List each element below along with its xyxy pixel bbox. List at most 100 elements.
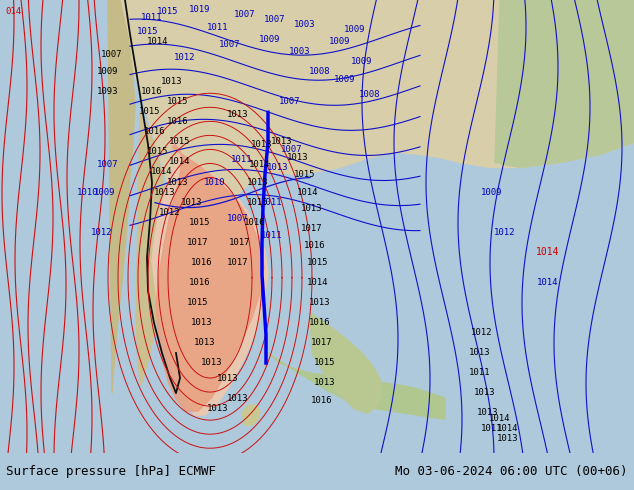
- Text: 1013: 1013: [217, 374, 239, 383]
- Text: 1014: 1014: [537, 278, 559, 287]
- Text: 1012: 1012: [159, 208, 181, 217]
- Text: 1013: 1013: [181, 197, 203, 207]
- Text: 1007: 1007: [281, 146, 303, 154]
- Text: 1014: 1014: [307, 278, 329, 287]
- Text: 014: 014: [5, 7, 21, 16]
- Text: 1014: 1014: [169, 157, 191, 167]
- Text: 1008: 1008: [309, 67, 331, 76]
- Text: 1015: 1015: [139, 107, 161, 116]
- Polygon shape: [108, 0, 135, 393]
- Text: 1013: 1013: [477, 408, 499, 417]
- Text: 1013: 1013: [287, 153, 309, 163]
- Text: 1013: 1013: [154, 188, 176, 196]
- Text: 1016: 1016: [167, 117, 189, 126]
- Text: 1009: 1009: [97, 67, 119, 76]
- Text: 1013: 1013: [194, 338, 216, 347]
- Text: 1013: 1013: [314, 378, 336, 387]
- Text: 1017: 1017: [230, 238, 251, 246]
- Text: 1015: 1015: [187, 298, 209, 307]
- Text: 1017: 1017: [311, 338, 333, 347]
- Text: 1011: 1011: [207, 23, 229, 32]
- Text: 1007: 1007: [279, 98, 301, 106]
- Text: 1093: 1093: [97, 87, 119, 96]
- Polygon shape: [156, 145, 264, 411]
- Text: 1013: 1013: [161, 77, 183, 86]
- Text: 1013: 1013: [227, 110, 249, 120]
- Polygon shape: [115, 0, 634, 224]
- Text: 1016: 1016: [191, 258, 213, 267]
- Text: 1008: 1008: [359, 90, 381, 99]
- Text: 1010: 1010: [204, 177, 226, 187]
- Text: 1013: 1013: [227, 394, 249, 403]
- Text: 1007: 1007: [101, 50, 123, 59]
- Text: 1016: 1016: [190, 278, 210, 287]
- Text: 1003: 1003: [289, 47, 311, 56]
- Text: 1011: 1011: [481, 424, 503, 433]
- Polygon shape: [152, 136, 268, 415]
- Text: 1011: 1011: [261, 197, 283, 207]
- Text: 1014: 1014: [536, 246, 560, 257]
- Polygon shape: [268, 353, 445, 419]
- Text: 1015: 1015: [247, 197, 269, 207]
- Text: 1016: 1016: [311, 396, 333, 405]
- Text: 1011: 1011: [261, 231, 283, 240]
- Text: 1015: 1015: [190, 218, 210, 226]
- Text: 1009: 1009: [259, 35, 281, 44]
- Text: 1015: 1015: [169, 137, 191, 147]
- Text: 1013: 1013: [201, 358, 223, 367]
- Text: 1007: 1007: [97, 160, 119, 170]
- Text: 1009: 1009: [329, 37, 351, 46]
- Text: 1017: 1017: [227, 258, 249, 267]
- Text: 1013: 1013: [191, 318, 213, 327]
- Text: 1014: 1014: [497, 424, 519, 433]
- Text: Surface pressure [hPa] ECMWF: Surface pressure [hPa] ECMWF: [6, 465, 216, 478]
- Text: 1012: 1012: [471, 328, 493, 337]
- Text: 1012: 1012: [174, 53, 196, 62]
- Text: 1019: 1019: [190, 5, 210, 14]
- Text: 1016: 1016: [244, 218, 266, 226]
- Text: 1009: 1009: [334, 75, 356, 84]
- Text: 1013: 1013: [271, 137, 293, 147]
- Text: 1014: 1014: [249, 160, 271, 170]
- Polygon shape: [310, 313, 382, 413]
- Text: 1013: 1013: [469, 348, 491, 357]
- Text: 1012: 1012: [91, 228, 113, 237]
- Text: 1016: 1016: [141, 87, 163, 96]
- Text: 1015: 1015: [307, 258, 329, 267]
- Text: 1015: 1015: [147, 147, 169, 156]
- Text: 1013: 1013: [309, 298, 331, 307]
- Text: 1009: 1009: [351, 57, 373, 66]
- Text: 1013: 1013: [207, 404, 229, 413]
- Text: 1009: 1009: [94, 188, 116, 196]
- Text: 1014: 1014: [489, 414, 511, 423]
- Text: 1003: 1003: [294, 20, 316, 29]
- Text: 1007: 1007: [219, 40, 241, 49]
- Text: 1011: 1011: [469, 368, 491, 377]
- Text: 1012: 1012: [495, 228, 515, 237]
- Text: 1013: 1013: [251, 141, 273, 149]
- Text: 1013: 1013: [247, 177, 269, 187]
- Text: 1013: 1013: [167, 177, 189, 187]
- Polygon shape: [136, 112, 168, 385]
- Text: 1010: 1010: [77, 188, 99, 196]
- Text: 1014: 1014: [152, 168, 172, 176]
- Text: 1015: 1015: [137, 27, 158, 36]
- Text: 1017: 1017: [187, 238, 209, 246]
- Text: 1013: 1013: [268, 164, 288, 172]
- Text: 1009: 1009: [481, 188, 503, 196]
- Text: 1011: 1011: [231, 155, 253, 165]
- Text: 1013: 1013: [474, 388, 496, 397]
- Text: 1009: 1009: [344, 25, 366, 34]
- Text: 1013: 1013: [497, 434, 519, 443]
- Text: 1013: 1013: [301, 203, 323, 213]
- Text: 1015: 1015: [157, 7, 179, 16]
- Text: 1016: 1016: [309, 318, 331, 327]
- Text: 1015: 1015: [314, 358, 336, 367]
- Text: 1011: 1011: [141, 13, 163, 22]
- Text: 1007: 1007: [264, 15, 286, 24]
- Text: 1007: 1007: [227, 214, 249, 222]
- Text: Mo 03-06-2024 06:00 UTC (00+06): Mo 03-06-2024 06:00 UTC (00+06): [395, 465, 628, 478]
- Text: 1015: 1015: [167, 98, 189, 106]
- Text: 1016: 1016: [304, 241, 326, 250]
- Polygon shape: [242, 405, 260, 425]
